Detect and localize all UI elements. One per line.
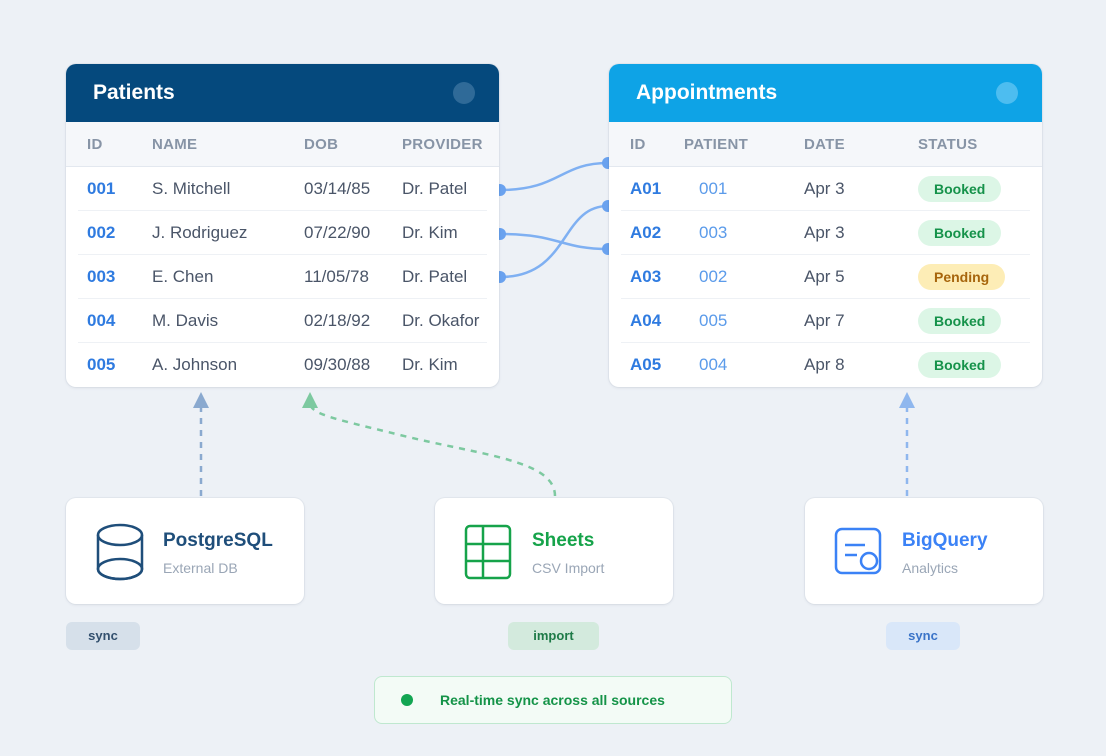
status-banner: Real-time sync across all sources <box>374 676 732 724</box>
patient-provider: Dr. Kim <box>402 354 458 374</box>
appointments-table: Appointments ID PATIENT DATE STATUS A01 … <box>609 64 1042 387</box>
source-title: PostgreSQL <box>163 530 273 551</box>
patient-id: 001 <box>87 178 116 198</box>
postgres-arrowhead <box>193 392 209 408</box>
bigquery-arrowhead <box>899 392 915 408</box>
patient-id: 003 <box>87 266 116 286</box>
patient-provider: Dr. Okafor <box>402 310 480 330</box>
table-row[interactable]: A02 003 Apr 3 Booked <box>621 211 1030 255</box>
patients-title: Patients <box>93 81 175 104</box>
patients-header: Patients <box>66 64 499 122</box>
status-dot-icon <box>401 694 413 706</box>
status-badge: Booked <box>918 175 1002 202</box>
appointment-id: A05 <box>630 354 662 374</box>
status-badge: Pending <box>918 263 1006 290</box>
col-patient: PATIENT <box>684 135 749 153</box>
table-row[interactable]: 005 A. Johnson 09/30/88 Dr. Kim <box>78 343 487 386</box>
appointment-patient: 001 <box>699 178 728 198</box>
patient-name: A. Johnson <box>152 354 238 374</box>
sync-tag: sync <box>66 622 140 650</box>
patient-name: J. Rodriguez <box>152 222 248 242</box>
patient-dob: 09/30/88 <box>304 354 371 374</box>
appointment-patient: 005 <box>699 310 728 330</box>
source-bigquery[interactable]: BigQuery Analytics <box>805 498 1043 604</box>
appointment-patient: 003 <box>699 222 728 242</box>
table-row[interactable]: 004 M. Davis 02/18/92 Dr. Okafor <box>78 299 487 343</box>
status-badge: Booked <box>918 219 1002 246</box>
appointment-date: Apr 7 <box>804 310 845 330</box>
appointments-header: Appointments <box>609 64 1042 122</box>
table-row[interactable]: 003 E. Chen 11/05/78 Dr. Patel <box>78 255 487 299</box>
patient-dob: 03/14/85 <box>304 178 371 198</box>
patient-dob: 11/05/78 <box>304 266 369 286</box>
patient-dob: 02/18/92 <box>304 310 371 330</box>
link-001-a01 <box>499 161 609 192</box>
appointments-title: Appointments <box>636 81 778 104</box>
table-row[interactable]: 001 S. Mitchell 03/14/85 Dr. Patel <box>78 167 487 211</box>
analytics-icon <box>834 527 882 575</box>
appointment-date: Apr 8 <box>804 354 845 374</box>
table-row[interactable]: 002 J. Rodriguez 07/22/90 Dr. Kim <box>78 211 487 255</box>
status-text: Real-time sync across all sources <box>440 692 665 708</box>
table-row[interactable]: A01 001 Apr 3 Booked <box>621 167 1030 211</box>
appointment-date: Apr 3 <box>804 178 845 198</box>
appointment-id: A03 <box>630 266 662 286</box>
sheets-connector <box>308 403 557 497</box>
patient-id: 004 <box>87 310 116 330</box>
patients-table: Patients ID NAME DOB PROVIDER 001 S. Mit… <box>66 64 499 387</box>
appointment-date: Apr 3 <box>804 222 845 242</box>
col-status: STATUS <box>918 135 978 153</box>
status-badge: Booked <box>918 351 1002 378</box>
link-002-a03 <box>499 232 609 251</box>
patients-column-headers: ID NAME DOB PROVIDER <box>66 122 499 167</box>
table-row[interactable]: A05 004 Apr 8 Booked <box>621 343 1030 386</box>
source-subtitle: Analytics <box>902 560 959 576</box>
appointment-id: A04 <box>630 310 662 330</box>
source-sheets[interactable]: Sheets CSV Import <box>435 498 673 604</box>
appointment-id: A02 <box>630 222 662 242</box>
appointments-column-headers: ID PATIENT DATE STATUS <box>609 122 1042 167</box>
patient-provider: Dr. Kim <box>402 222 458 242</box>
database-icon <box>96 523 144 581</box>
import-tag: import <box>508 622 599 650</box>
sync-tag: sync <box>886 622 960 650</box>
patient-id: 005 <box>87 354 116 374</box>
source-subtitle: External DB <box>163 560 238 576</box>
spreadsheet-icon <box>464 524 512 580</box>
header-dot-icon <box>453 82 475 104</box>
status-badge: Booked <box>918 307 1002 334</box>
col-dob: DOB <box>304 135 339 153</box>
source-subtitle: CSV Import <box>532 560 605 576</box>
col-id: ID <box>630 135 646 153</box>
appointments-rows: A01 001 Apr 3 Booked A02 003 Apr 3 Booke… <box>609 167 1042 386</box>
patient-name: S. Mitchell <box>152 178 231 198</box>
source-title: Sheets <box>532 530 595 551</box>
appointment-patient: 002 <box>699 266 728 286</box>
col-name: NAME <box>152 135 198 153</box>
source-postgresql[interactable]: PostgreSQL External DB <box>66 498 304 604</box>
link-003-a02 <box>499 204 609 279</box>
patient-dob: 07/22/90 <box>304 222 371 242</box>
patient-id: 002 <box>87 222 116 242</box>
patient-provider: Dr. Patel <box>402 178 468 198</box>
patient-provider: Dr. Patel <box>402 266 468 286</box>
appointment-date: Apr 5 <box>804 266 845 286</box>
patient-name: M. Davis <box>152 310 219 330</box>
sheets-arrowhead <box>302 392 318 408</box>
col-date: DATE <box>804 135 845 153</box>
table-row[interactable]: A04 005 Apr 7 Booked <box>621 299 1030 343</box>
patient-name: E. Chen <box>152 266 214 286</box>
appointment-patient: 004 <box>699 354 728 374</box>
col-provider: PROVIDER <box>402 135 483 153</box>
source-title: BigQuery <box>902 530 988 551</box>
patients-rows: 001 S. Mitchell 03/14/85 Dr. Patel 002 J… <box>66 167 499 386</box>
col-id: ID <box>87 135 103 153</box>
appointment-id: A01 <box>630 178 662 198</box>
header-dot-icon <box>996 82 1018 104</box>
table-row[interactable]: A03 002 Apr 5 Pending <box>621 255 1030 299</box>
